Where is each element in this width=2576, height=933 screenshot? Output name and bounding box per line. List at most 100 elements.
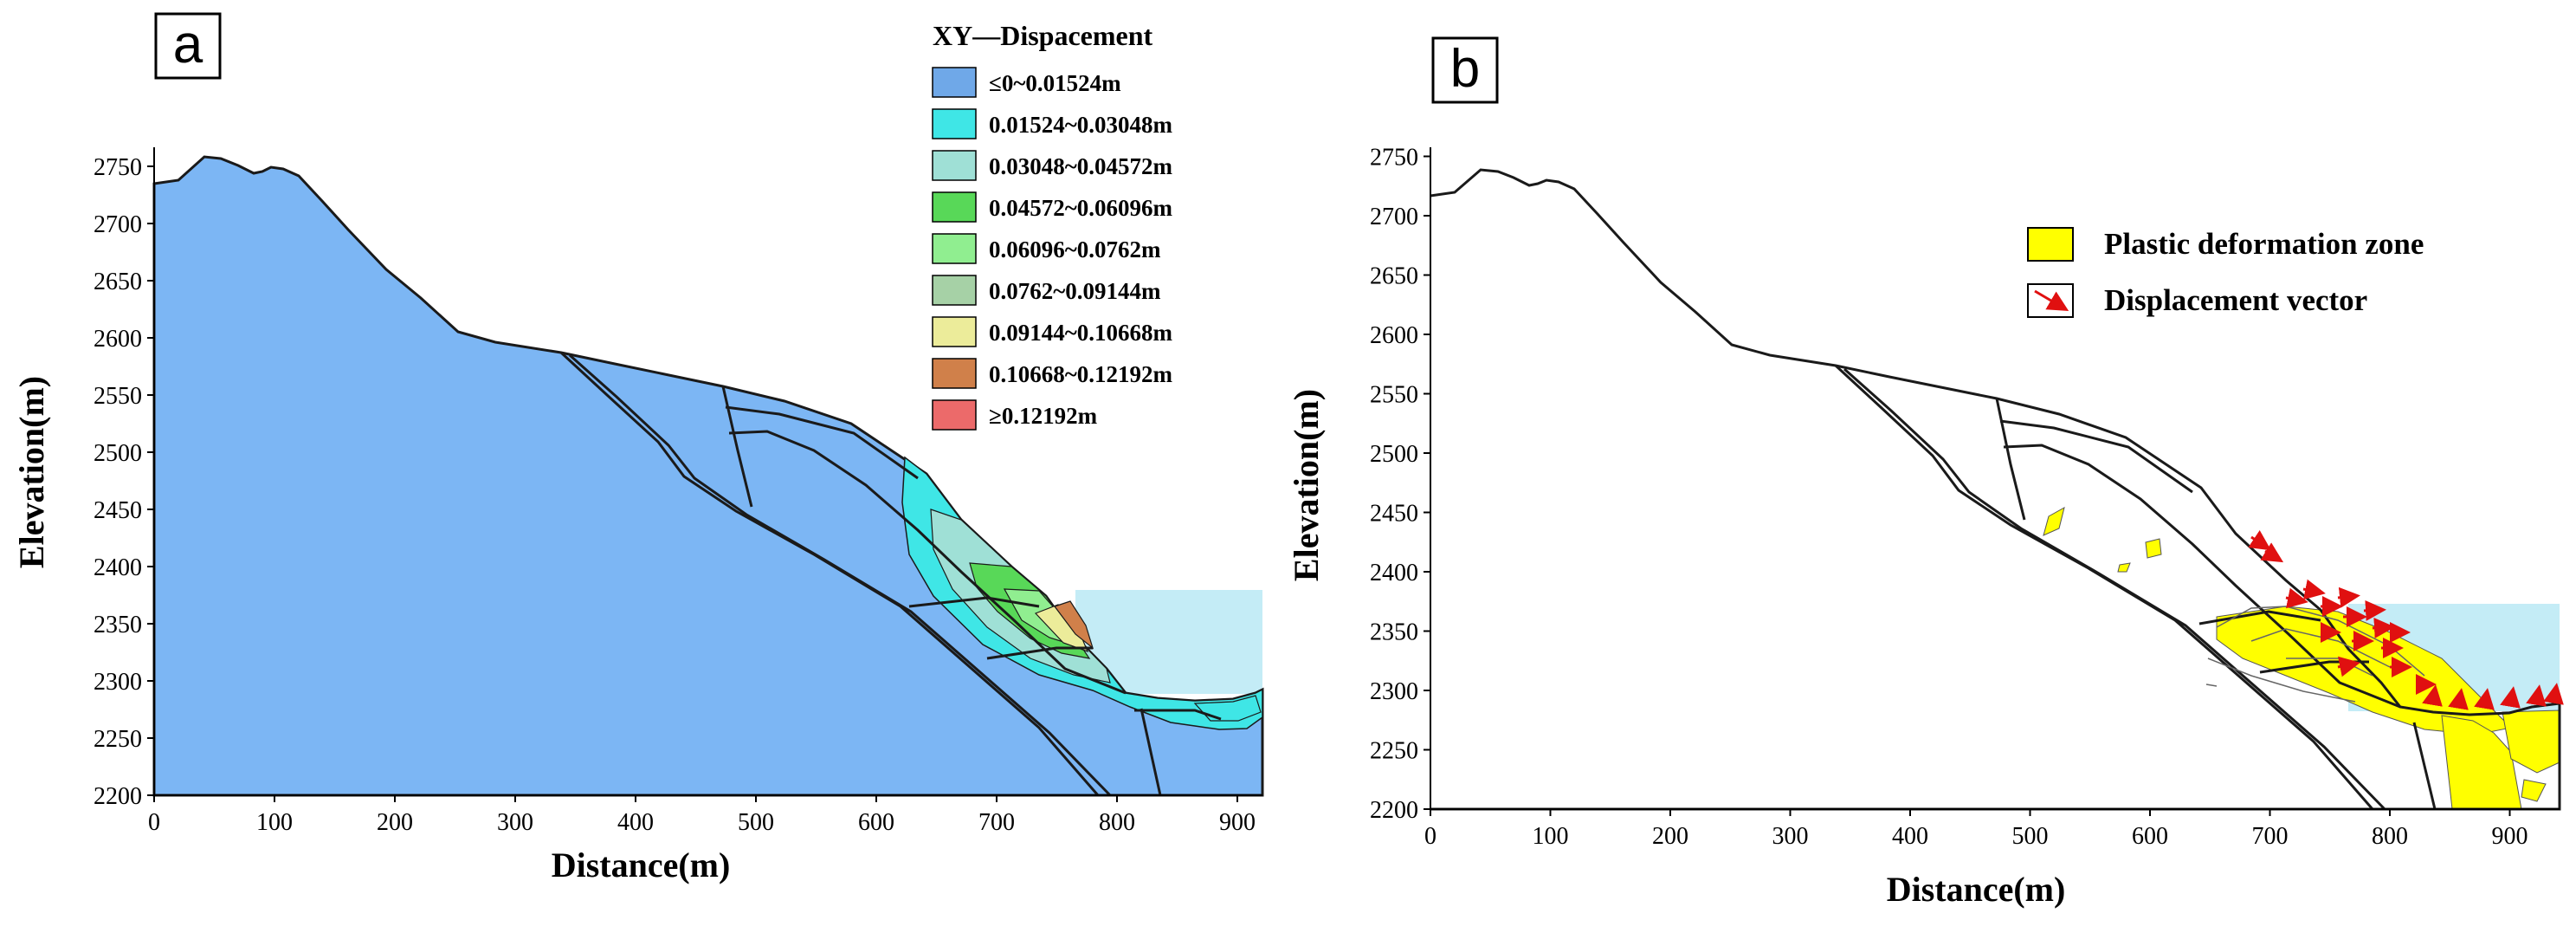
displacement-vector <box>2372 617 2395 638</box>
x-tick-label: 900 <box>1219 809 1256 836</box>
panel-a-letter: a <box>173 15 203 75</box>
y-tick-label: 2300 <box>1370 678 1418 705</box>
legend-swatch <box>932 191 977 223</box>
y-tick-label: 2600 <box>94 326 142 353</box>
y-tick-label: 2450 <box>94 497 142 524</box>
panel-b-letter-box <box>1431 36 1499 104</box>
legend-label: 0.10668~0.12192m <box>989 361 1173 387</box>
x-tick-label: 700 <box>978 809 1015 836</box>
panel-a-xlabel: Distance(m) <box>552 846 731 884</box>
x-tick-label: 500 <box>738 809 774 836</box>
legend-label: 0.09144~0.10668m <box>989 320 1173 346</box>
panel-a-zone-orange <box>1054 600 1094 650</box>
legend-label: 0.06096~0.0762m <box>989 236 1161 262</box>
legend-label: 0.01524~0.03048m <box>989 112 1173 138</box>
y-tick-label: 2450 <box>1370 501 1418 528</box>
y-tick-label: 2750 <box>94 154 142 181</box>
y-tick-label: 2700 <box>1370 204 1418 230</box>
legend-swatch <box>932 108 977 139</box>
displacement-vector <box>2422 684 2443 707</box>
displacement-vector <box>2302 579 2326 600</box>
x-tick-label: 200 <box>377 809 413 836</box>
panel-a-legend: ≤0~0.01524m 0.01524~0.03048m 0.03048~0.045… <box>932 67 1173 431</box>
y-tick-label: 2650 <box>1370 263 1418 290</box>
x-tick-label: 100 <box>1533 823 1569 850</box>
y-tick-label: 2200 <box>1370 797 1418 824</box>
y-tick-label: 2750 <box>1370 145 1418 172</box>
x-tick-label: 500 <box>2012 823 2049 850</box>
x-tick-label: 800 <box>1099 809 1135 836</box>
x-tick-label: 0 <box>1424 823 1436 850</box>
legend-swatch <box>932 358 977 389</box>
y-tick-label: 2600 <box>1370 322 1418 349</box>
panel-a-x-ticks: 0 100 200 300 400 500 600 700 800 900 <box>148 795 1256 836</box>
y-tick-label: 2350 <box>94 612 142 638</box>
panel-a-letter-box <box>154 12 222 80</box>
legend-swatch <box>932 316 977 347</box>
panel-b-ylabel: Elevation(m) <box>1287 389 1326 581</box>
legend-plastic-swatch <box>2027 227 2074 262</box>
legend-plastic-label: Plastic deformation zone <box>2104 227 2424 261</box>
y-tick-label: 2400 <box>94 554 142 581</box>
y-tick-label: 2400 <box>1370 560 1418 586</box>
x-tick-label: 900 <box>2492 823 2528 850</box>
displacement-vector <box>2543 683 2564 705</box>
y-tick-label: 2250 <box>1370 738 1418 765</box>
displacement-vector <box>2500 686 2521 709</box>
x-tick-label: 200 <box>1652 823 1688 850</box>
displacement-vector <box>2285 587 2308 609</box>
y-tick-label: 2550 <box>94 383 142 410</box>
panel-a-zone-deep-cyan <box>1193 695 1262 722</box>
x-tick-label: 300 <box>1772 823 1809 850</box>
displacement-vector <box>2260 542 2284 563</box>
legend-label: ≥0.12192m <box>989 403 1098 429</box>
displacement-vector <box>2337 656 2360 677</box>
x-tick-label: 300 <box>497 809 533 836</box>
x-tick-label: 0 <box>148 809 160 836</box>
x-tick-label: 700 <box>2252 823 2289 850</box>
legend-swatch <box>932 233 977 264</box>
legend-label: 0.04572~0.06096m <box>989 195 1173 221</box>
legend-swatch <box>932 399 977 431</box>
panel-b-legend: Plastic deformation zone Displacement ve… <box>2027 227 2424 318</box>
x-tick-label: 600 <box>2132 823 2168 850</box>
displacement-vector <box>2474 688 2495 710</box>
panel-a-legend-title: XY—Dispacement <box>933 20 1153 51</box>
legend-label: 0.0762~0.09144m <box>989 278 1161 304</box>
y-tick-label: 2550 <box>1370 382 1418 409</box>
y-tick-label: 2300 <box>94 669 142 696</box>
y-tick-label: 2500 <box>94 440 142 467</box>
x-tick-label: 400 <box>617 809 654 836</box>
panel-b-structure-lines <box>1834 364 2437 811</box>
x-tick-label: 100 <box>256 809 293 836</box>
legend-vector-arrow-icon <box>2034 289 2069 312</box>
displacement-vector <box>2448 688 2469 710</box>
panel-b: b <box>1287 36 2564 909</box>
panel-a: a 0 100 200 300 400 500 600 700 800 900 22 <box>12 12 1264 884</box>
displacement-vector <box>2526 684 2547 707</box>
panel-b-slope-outline <box>1430 168 2561 811</box>
y-tick-label: 2700 <box>94 211 142 238</box>
panel-b-displacement-vectors <box>2248 530 2564 710</box>
panel-a-ylabel: Elevation(m) <box>12 376 51 568</box>
panel-b-x-ticks: 0 100 200 300 400 500 600 700 800 900 <box>1424 809 2528 850</box>
legend-swatch <box>932 150 977 181</box>
legend-vector-label: Displacement vector <box>2104 283 2367 317</box>
legend-label: ≤0~0.01524m <box>989 70 1121 96</box>
legend-label: 0.03048~0.04572m <box>989 153 1173 179</box>
displacement-vector <box>2363 599 2386 621</box>
y-tick-label: 2650 <box>94 269 142 295</box>
legend-swatch <box>932 275 977 306</box>
panel-a-structure-lines <box>559 351 1222 797</box>
x-tick-label: 400 <box>1892 823 1928 850</box>
x-tick-label: 600 <box>858 809 894 836</box>
legend-swatch <box>932 67 977 98</box>
y-tick-label: 2250 <box>94 726 142 753</box>
displacement-vector <box>2337 586 2360 608</box>
panel-a-y-ticks: 2200 2250 2300 2350 2400 2450 2500 2550 2600 2650… <box>94 154 154 810</box>
panel-b-xlabel: Distance(m) <box>1887 870 2066 909</box>
y-tick-label: 2500 <box>1370 441 1418 468</box>
displacement-vector <box>2248 530 2271 551</box>
y-tick-label: 2350 <box>1370 619 1418 646</box>
